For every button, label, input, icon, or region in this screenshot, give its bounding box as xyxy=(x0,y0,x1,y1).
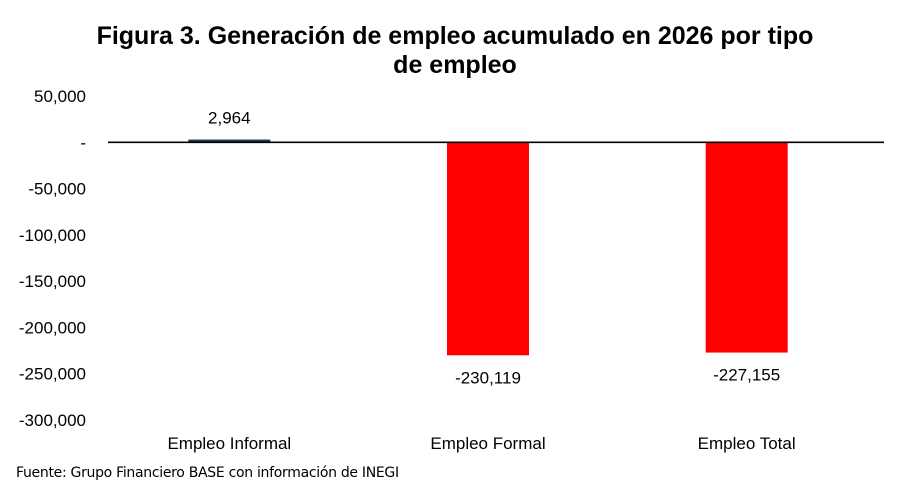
y-tick-label: -200,000 xyxy=(19,318,86,337)
y-tick-label: - xyxy=(80,133,86,152)
y-tick-label: 50,000 xyxy=(34,87,86,106)
x-tick-label: Empleo Total xyxy=(698,434,796,453)
data-label: 2,964 xyxy=(208,109,251,128)
x-tick-label: Empleo Informal xyxy=(167,434,291,453)
chart-title-line-1: Figura 3. Generación de empleo acumulado… xyxy=(96,22,814,50)
x-tick-label: Empleo Formal xyxy=(430,434,545,453)
source-note: Fuente: Grupo Financiero BASE con inform… xyxy=(16,465,399,481)
y-tick-label: -150,000 xyxy=(19,272,86,291)
bar-empleo-formal xyxy=(447,142,529,356)
chart-title: Figura 3. Generación de empleo acumulado… xyxy=(60,22,850,80)
y-tick-label: -300,000 xyxy=(19,411,86,430)
data-label: -230,119 xyxy=(455,368,521,387)
chart-title-line-2: de empleo xyxy=(393,51,517,79)
y-tick-label: -100,000 xyxy=(19,226,86,245)
y-tick-label: -50,000 xyxy=(28,180,86,199)
data-label: -227,155 xyxy=(713,366,780,385)
y-tick-label: -250,000 xyxy=(19,365,86,384)
bar-empleo-total xyxy=(705,142,788,353)
bar-empleo-informal xyxy=(188,139,271,143)
